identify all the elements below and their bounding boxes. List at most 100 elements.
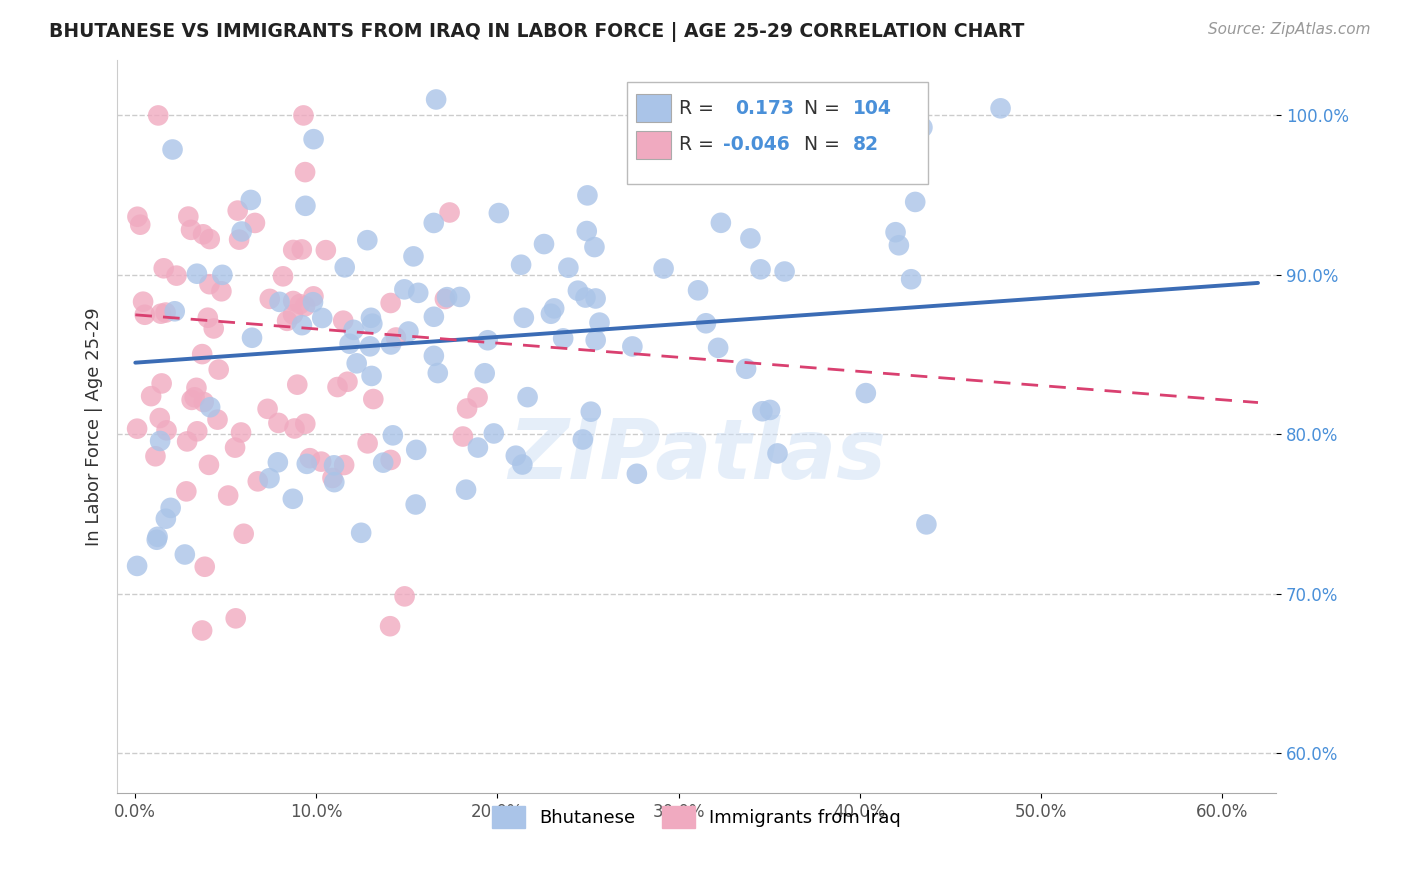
Point	[132, 294, 155, 309]
Point	[239, 193, 262, 207]
Point	[127, 558, 149, 573]
Point	[436, 290, 458, 304]
Point	[405, 442, 427, 457]
Point	[425, 93, 447, 107]
Point	[288, 297, 311, 311]
Point	[259, 471, 281, 485]
Point	[433, 292, 456, 306]
Point	[439, 205, 461, 219]
Point	[766, 446, 789, 460]
Legend: Bhutanese, Immigrants from Iraq: Bhutanese, Immigrants from Iraq	[485, 799, 908, 836]
Point	[380, 453, 402, 467]
Point	[152, 261, 174, 276]
Point	[394, 590, 416, 604]
Point	[226, 203, 249, 218]
Point	[291, 318, 314, 333]
FancyBboxPatch shape	[637, 94, 671, 122]
Point	[180, 392, 202, 407]
Point	[209, 285, 232, 299]
Point	[740, 231, 762, 245]
Point	[513, 310, 536, 325]
Point	[710, 216, 733, 230]
Point	[735, 361, 758, 376]
Point	[900, 272, 922, 286]
Point	[294, 165, 316, 179]
Point	[363, 392, 385, 406]
Point	[360, 368, 382, 383]
Point	[356, 436, 378, 450]
Point	[150, 376, 173, 391]
Text: 104: 104	[853, 98, 891, 118]
Point	[281, 491, 304, 506]
Point	[572, 433, 595, 447]
Point	[626, 467, 648, 481]
Text: 0.173: 0.173	[735, 98, 794, 118]
Point	[686, 283, 709, 297]
Point	[231, 225, 253, 239]
Point	[193, 395, 215, 409]
Point	[585, 333, 607, 347]
Point	[652, 261, 675, 276]
Point	[911, 120, 934, 135]
Point	[749, 262, 772, 277]
Point	[139, 389, 162, 403]
Point	[229, 425, 252, 440]
Text: Source: ZipAtlas.com: Source: ZipAtlas.com	[1208, 22, 1371, 37]
Point	[707, 341, 730, 355]
Text: N =: N =	[804, 98, 841, 118]
Point	[575, 224, 598, 238]
Point	[336, 375, 359, 389]
Point	[342, 323, 364, 337]
Point	[295, 457, 318, 471]
Point	[474, 366, 496, 380]
Point	[180, 223, 202, 237]
Point	[148, 108, 170, 122]
Point	[380, 296, 402, 310]
Y-axis label: In Labor Force | Age 25-29: In Labor Force | Age 25-29	[86, 307, 103, 546]
Text: R =: R =	[679, 98, 714, 118]
Point	[759, 403, 782, 417]
Point	[510, 258, 533, 272]
Point	[579, 405, 602, 419]
Point	[423, 310, 446, 324]
Point	[695, 316, 717, 330]
Point	[884, 225, 907, 239]
Point	[198, 401, 221, 415]
Point	[451, 429, 474, 443]
Point	[543, 301, 565, 316]
Point	[426, 366, 449, 380]
Point	[267, 416, 290, 430]
Point	[294, 199, 316, 213]
Point	[155, 423, 177, 437]
Point	[292, 108, 315, 122]
Point	[146, 530, 169, 544]
Point	[186, 381, 208, 395]
Point	[323, 458, 346, 473]
Point	[311, 310, 333, 325]
Point	[198, 232, 221, 246]
Point	[588, 316, 610, 330]
Point	[191, 347, 214, 361]
Point	[710, 93, 733, 107]
Point	[243, 216, 266, 230]
Point	[332, 314, 354, 328]
Text: R =: R =	[679, 136, 714, 154]
Point	[246, 475, 269, 489]
Point	[585, 292, 607, 306]
Point	[350, 525, 373, 540]
Point	[162, 143, 184, 157]
Point	[315, 243, 337, 257]
Point	[198, 458, 221, 472]
Point	[422, 216, 444, 230]
Point	[540, 307, 562, 321]
Point	[990, 101, 1012, 115]
Point	[309, 455, 332, 469]
Point	[202, 321, 225, 335]
Point	[662, 94, 685, 108]
Point	[259, 292, 281, 306]
Point	[256, 401, 278, 416]
Point	[149, 307, 172, 321]
Text: N =: N =	[804, 136, 841, 154]
Point	[283, 421, 305, 435]
FancyBboxPatch shape	[637, 131, 671, 159]
